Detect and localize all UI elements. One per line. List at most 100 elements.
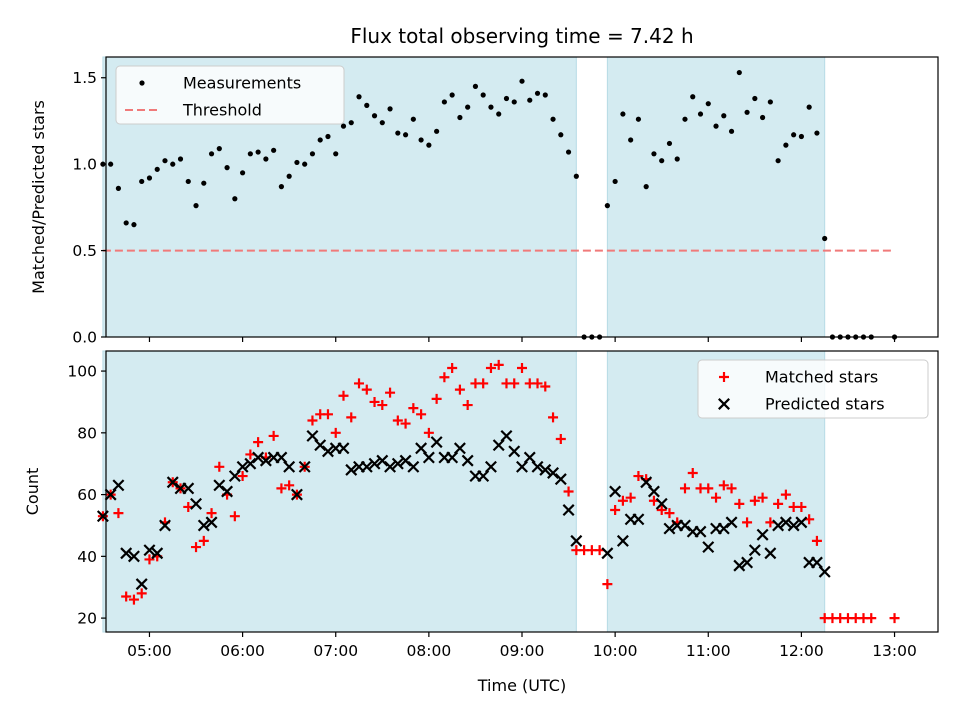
x-tick-label: 05:00 — [127, 642, 172, 660]
measurement-point — [271, 147, 277, 153]
matched-star-point — [664, 508, 675, 519]
x-tick-label: 09:00 — [500, 642, 545, 660]
measurement-point — [333, 151, 339, 157]
predicted-star-point — [679, 519, 691, 532]
matched-star-point — [811, 535, 822, 546]
measurement-point — [814, 130, 820, 136]
matched-star-point — [191, 542, 202, 553]
predicted-star-point — [384, 460, 397, 473]
predicted-star-point — [197, 519, 210, 532]
measurement-point — [239, 170, 246, 176]
y-tick-label: 100 — [67, 363, 97, 381]
predicted-star-point — [531, 460, 544, 473]
predicted-star-point — [283, 460, 296, 473]
measurement-point — [185, 178, 191, 185]
matched-star-point — [408, 403, 419, 414]
measurement-point — [263, 156, 269, 162]
predicted-star-point — [795, 516, 808, 529]
predicted-star-point — [764, 547, 777, 560]
y-tick-label: 20 — [77, 610, 97, 628]
matched-star-point — [555, 434, 566, 445]
chart-title: Flux total observing time = 7.42 h — [350, 24, 693, 48]
measurement-point — [379, 120, 385, 126]
matched-star-point — [377, 400, 388, 411]
legend-measurement-swatch — [139, 80, 145, 86]
y-tick-label: 0.0 — [72, 329, 97, 347]
predicted-star-point — [787, 519, 800, 532]
predicted-star-point — [554, 473, 567, 486]
matched-star-point — [734, 498, 745, 509]
matched-star-point — [423, 427, 434, 438]
measurement-point — [643, 184, 649, 190]
predicted-star-point — [143, 544, 156, 557]
measurement-point — [612, 178, 618, 185]
measurement-point — [232, 196, 238, 202]
measurement-point — [488, 104, 494, 110]
measurement-point — [659, 158, 665, 164]
predicted-star-point — [360, 460, 373, 473]
measurement-point — [519, 78, 525, 84]
predicted-star-point — [570, 534, 583, 547]
legend-label: Threshold — [182, 101, 262, 120]
matched-star-point — [462, 400, 473, 411]
matched-star-point — [338, 390, 349, 401]
matched-star-point — [416, 409, 427, 420]
matched-star-point — [602, 579, 613, 590]
measurement-point — [356, 94, 362, 100]
measurement-point — [798, 133, 805, 140]
predicted-star-point — [321, 445, 334, 458]
measurement-point — [193, 203, 199, 209]
measurement-point — [247, 151, 253, 157]
predicted-star-point — [135, 578, 148, 591]
matched-star-point — [253, 437, 264, 448]
predicted-star-point — [376, 454, 389, 467]
predicted-star-point — [539, 463, 552, 476]
predicted-star-point — [166, 476, 179, 489]
predicted-star-point — [151, 547, 164, 560]
observing-window-band — [102, 350, 577, 633]
predicted-star-point — [779, 516, 792, 529]
measurement-point — [387, 106, 393, 112]
predicted-star-point — [399, 454, 412, 467]
predicted-star-point — [453, 442, 466, 455]
measurement-point — [527, 97, 533, 103]
matched-star-point — [361, 384, 372, 395]
measurement-point — [123, 220, 129, 226]
matched-star-point — [610, 505, 621, 516]
predicted-star-point — [407, 460, 420, 473]
measurement-point — [674, 156, 680, 162]
measurement-point — [496, 111, 502, 117]
y-tick-label: 80 — [77, 424, 97, 442]
measurement-point — [364, 102, 370, 108]
predicted-star-point — [182, 482, 195, 495]
x-tick-label: 06:00 — [220, 642, 265, 660]
predicted-star-point — [500, 429, 513, 442]
measurement-point — [635, 116, 642, 122]
observing-window-band — [606, 56, 826, 338]
x-tick-label: 10:00 — [593, 642, 638, 660]
measurement-point — [108, 161, 114, 167]
measurement-point — [317, 137, 323, 143]
predicted-star-point — [337, 442, 350, 455]
matched-star-point — [866, 613, 877, 624]
measurement-point — [441, 99, 447, 105]
measurement-point — [410, 116, 416, 122]
matched-star-point — [796, 501, 807, 512]
measurement-point — [418, 137, 424, 143]
matched-star-point — [563, 486, 574, 497]
matched-star-point — [330, 427, 341, 438]
measurement-point — [752, 95, 758, 102]
predicted-star-point — [733, 559, 746, 572]
y-axis-label: Count — [23, 468, 42, 516]
measurement-point — [139, 178, 145, 185]
measurement-point — [154, 166, 160, 172]
measurement-point — [744, 109, 750, 115]
matched-star-point — [540, 381, 551, 392]
y-tick-label: 1.5 — [72, 69, 97, 87]
measurement-point — [457, 114, 463, 121]
matched-star-point — [369, 396, 380, 407]
x-tick-label: 12:00 — [779, 642, 824, 660]
predicted-star-point — [632, 513, 645, 526]
measurement-point — [690, 94, 696, 100]
matched-star-point — [346, 412, 357, 423]
